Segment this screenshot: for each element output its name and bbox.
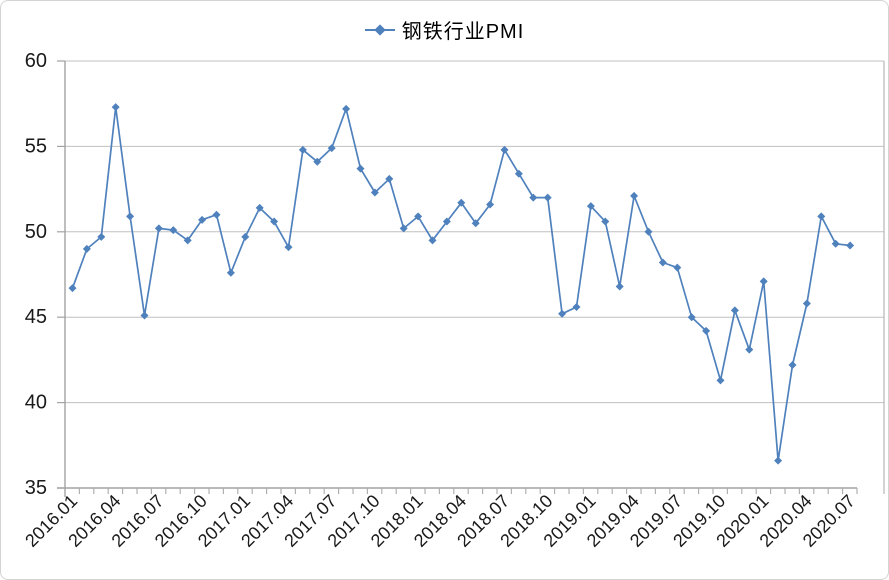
data-point-marker — [673, 263, 682, 272]
axes — [57, 61, 857, 497]
data-point-marker — [759, 277, 768, 286]
x-axis-labels: 2016.012016.042016.072016.102017.012017.… — [21, 491, 859, 551]
y-tick-label: 45 — [25, 306, 47, 328]
data-point-marker — [82, 244, 91, 253]
y-tick-label: 35 — [25, 477, 47, 499]
data-point-marker — [356, 164, 365, 173]
data-point-marker — [169, 226, 178, 235]
data-point-marker — [774, 456, 783, 465]
y-tick-label: 60 — [25, 50, 47, 72]
data-point-marker — [630, 191, 639, 200]
data-point-marker — [68, 284, 77, 293]
data-point-marker — [846, 241, 855, 250]
data-point-marker — [385, 174, 394, 183]
data-point-marker — [399, 224, 408, 233]
data-point-marker — [802, 299, 811, 308]
y-tick-label: 50 — [25, 221, 47, 243]
data-point-marker — [558, 309, 567, 318]
data-point-marker — [270, 217, 279, 226]
data-point-marker — [111, 103, 120, 112]
data-point-marker — [442, 217, 451, 226]
gridlines — [65, 60, 885, 494]
data-point-marker — [370, 188, 379, 197]
data-point-marker — [658, 258, 667, 267]
data-point-marker — [154, 224, 163, 233]
data-point-marker — [586, 202, 595, 211]
data-point-marker — [644, 227, 653, 236]
data-point-marker — [572, 302, 581, 311]
y-axis-labels: 60 55 50 45 40 35 — [25, 50, 65, 499]
pmi-series-line — [71, 106, 851, 462]
data-point-marker — [500, 145, 509, 154]
data-point-marker — [457, 198, 466, 207]
data-point-marker — [212, 210, 221, 219]
data-point-marker — [601, 217, 610, 226]
data-point-marker — [702, 326, 711, 335]
data-point-marker — [615, 282, 624, 291]
y-tick-label: 55 — [25, 135, 47, 157]
data-point-marker — [255, 203, 264, 212]
data-point-marker — [298, 145, 307, 154]
data-point-marker — [687, 313, 696, 322]
data-point-marker — [817, 212, 826, 221]
data-point-marker — [745, 345, 754, 354]
data-point-marker — [788, 361, 797, 370]
data-point-marker — [313, 157, 322, 166]
data-point-marker — [284, 243, 293, 252]
data-point-marker — [529, 193, 538, 202]
data-point-marker — [471, 219, 480, 228]
data-point-marker — [342, 104, 351, 113]
data-point-marker — [514, 169, 523, 178]
data-point-marker — [226, 268, 235, 277]
data-point-marker — [831, 239, 840, 248]
data-point-marker — [140, 311, 149, 320]
pmi-series-markers — [68, 103, 855, 465]
data-point-marker — [327, 144, 336, 153]
data-point-marker — [428, 236, 437, 245]
data-point-marker — [543, 193, 552, 202]
data-point-marker — [414, 212, 423, 221]
data-point-marker — [126, 212, 135, 221]
y-tick-label: 40 — [25, 392, 47, 414]
data-point-marker — [486, 200, 495, 209]
data-point-marker — [241, 232, 250, 241]
data-point-marker — [730, 306, 739, 315]
data-point-marker — [198, 215, 207, 224]
x-axis-ticks — [78, 488, 858, 494]
data-point-marker — [97, 232, 106, 241]
data-point-marker — [716, 376, 725, 385]
data-point-marker — [183, 236, 192, 245]
